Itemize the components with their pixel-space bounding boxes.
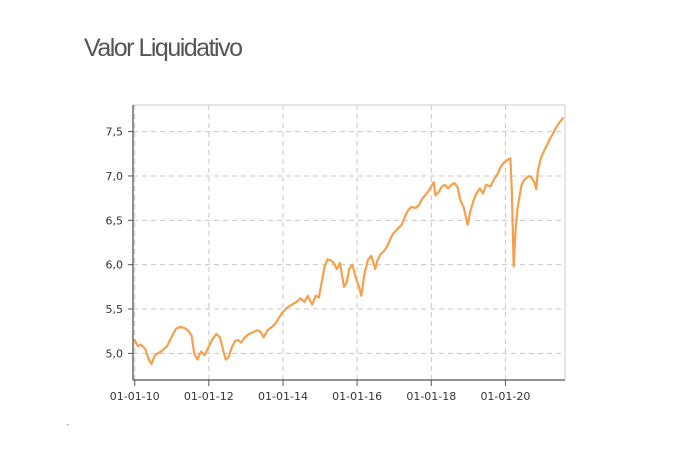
- grid-lines: [133, 105, 565, 380]
- y-tick-labels: 5,0 5,5 6,0 6,5 7,0 7,5: [106, 126, 124, 361]
- y-tick-label: 7,0: [106, 170, 124, 183]
- y-tick-label: 6,0: [106, 259, 124, 272]
- x-tick-label: 01-01-18: [406, 390, 456, 403]
- y-tick-label: 6,5: [106, 214, 124, 227]
- y-tick-label: 5,5: [106, 303, 124, 316]
- x-tick-label: 01-01-14: [258, 390, 308, 403]
- x-tick-label: 01-01-20: [480, 390, 530, 403]
- y-tick-label: 5,0: [106, 347, 124, 360]
- page-title: Valor Liquidativo: [84, 34, 243, 62]
- x-tick-label: 01-01-10: [110, 390, 160, 403]
- x-tick-label: 01-01-12: [184, 390, 234, 403]
- series-group: [133, 117, 565, 366]
- y-tick-label: 7,5: [106, 126, 124, 139]
- x-tick-labels: 01-01-10 01-01-12 01-01-14 01-01-16 01-01-18…: [110, 390, 531, 403]
- x-tick-label: 01-01-16: [332, 390, 382, 403]
- footnote-mark: -: [66, 420, 70, 430]
- axes: [128, 105, 565, 386]
- series-line: [133, 117, 565, 366]
- plot-frame: [133, 104, 566, 380]
